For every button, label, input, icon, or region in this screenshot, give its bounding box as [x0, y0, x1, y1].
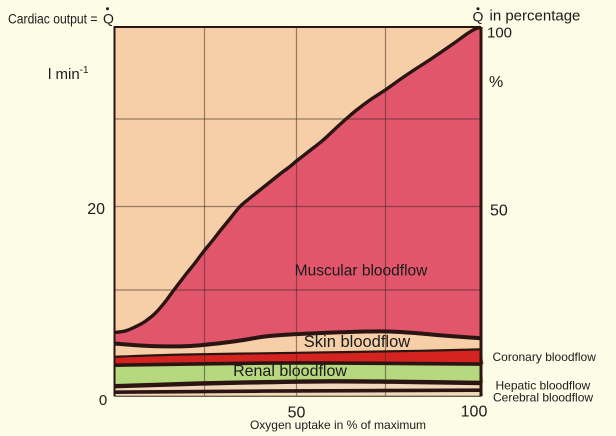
svg-text:Cardiac output =: Cardiac output =: [8, 12, 98, 27]
svg-text:100: 100: [461, 404, 488, 421]
svg-text:Hepatic bloodflow: Hepatic bloodflow: [496, 379, 591, 393]
svg-text:50: 50: [490, 203, 508, 220]
svg-text:Oxygen uptake in % of maximum: Oxygen uptake in % of maximum: [250, 418, 426, 432]
svg-text:Renal bloodflow: Renal bloodflow: [233, 363, 347, 380]
svg-text:Coronary bloodflow: Coronary bloodflow: [493, 350, 597, 364]
svg-text:50: 50: [288, 405, 306, 422]
svg-text:Cerebral bloodflow: Cerebral bloodflow: [493, 391, 593, 405]
svg-text:Muscular bloodflow: Muscular bloodflow: [295, 263, 428, 280]
svg-text:Q: Q: [103, 11, 114, 27]
svg-text:0: 0: [99, 392, 107, 409]
svg-text:100: 100: [487, 25, 512, 42]
svg-text:Skin bloodflow: Skin bloodflow: [304, 333, 410, 351]
svg-text:%: %: [489, 74, 503, 91]
svg-text:20: 20: [87, 201, 105, 218]
svg-text:Q: Q: [473, 9, 484, 25]
svg-text:l min-1: l min-1: [48, 65, 89, 83]
svg-text:in percentage: in percentage: [490, 8, 581, 25]
